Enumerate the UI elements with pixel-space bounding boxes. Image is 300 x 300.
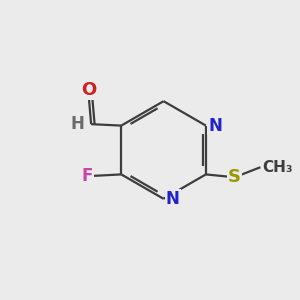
Text: F: F <box>81 167 93 185</box>
Text: S: S <box>228 168 241 186</box>
Text: CH₃: CH₃ <box>262 160 292 175</box>
Text: N: N <box>166 190 180 208</box>
Text: N: N <box>208 117 222 135</box>
Text: O: O <box>81 81 96 99</box>
Text: H: H <box>70 115 84 133</box>
